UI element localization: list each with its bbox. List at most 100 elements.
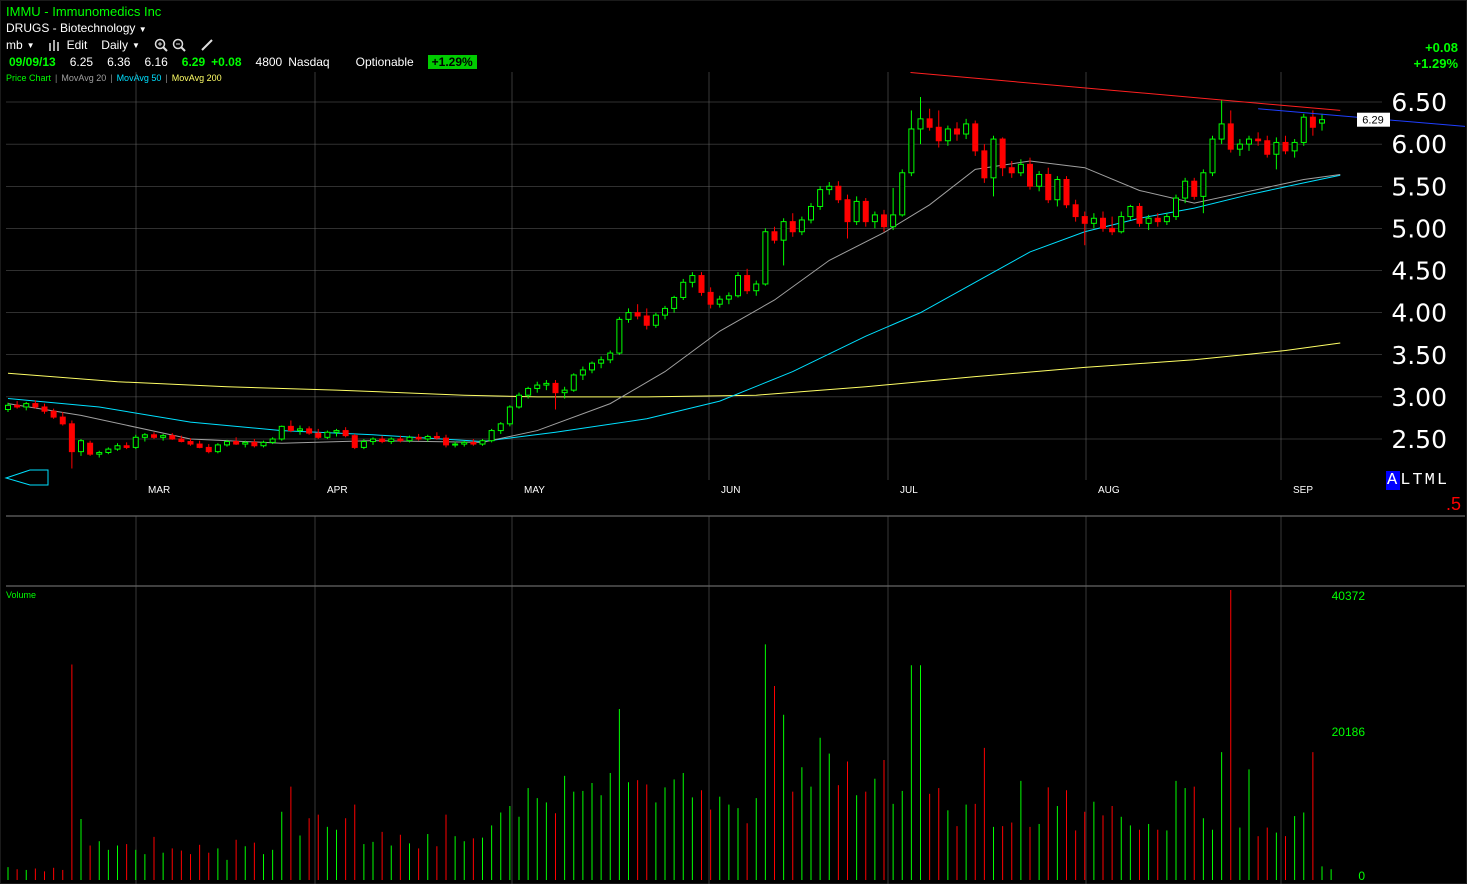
candle-up <box>1036 173 1043 187</box>
candle-down <box>470 441 477 445</box>
candle-down <box>1045 173 1052 201</box>
panel-button-l2[interactable]: L <box>1436 471 1450 490</box>
candle-up <box>616 318 623 354</box>
candle-down <box>844 199 851 223</box>
candle-down <box>1072 204 1079 218</box>
price-tick-label: 4.00 <box>1391 299 1447 328</box>
candle-up <box>160 435 167 438</box>
candle-up <box>1319 119 1325 124</box>
candle-up <box>1017 163 1024 174</box>
zoom-in-button[interactable] <box>154 38 168 52</box>
candle-up <box>96 451 103 455</box>
candle-up <box>753 283 760 292</box>
industry-label: DRUGS - Biotechnology <box>6 21 136 35</box>
candle-down <box>1309 116 1316 128</box>
candle-up <box>652 314 659 326</box>
panel-button-m[interactable]: M <box>1424 471 1437 490</box>
candle-up <box>1054 179 1061 201</box>
ma50-line <box>7 174 1341 443</box>
pencil-icon <box>201 39 213 51</box>
candle-up <box>625 312 632 320</box>
quote-volume: 4800 <box>255 55 283 69</box>
candle-down <box>999 138 1006 169</box>
period-selector[interactable]: Daily ▼ <box>101 38 140 52</box>
candle-down <box>744 275 751 292</box>
candle-up <box>23 403 30 408</box>
ma20-line <box>7 160 1341 444</box>
legend-ma200[interactable]: MovAvg 200 <box>171 73 222 83</box>
candle-down <box>196 443 203 448</box>
legend-price-chart[interactable]: Price Chart <box>6 73 52 83</box>
candle-up <box>333 430 340 433</box>
candle-up <box>817 189 824 207</box>
chevron-down-icon: ▼ <box>131 40 140 50</box>
bar-chart-icon <box>48 40 59 51</box>
month-label: APR <box>327 485 348 496</box>
candle-down <box>14 404 21 408</box>
panel-button-t[interactable]: T <box>1412 471 1425 490</box>
candle-down <box>1191 180 1198 197</box>
panel-button-l[interactable]: L <box>1400 471 1413 490</box>
candle-down <box>643 315 650 326</box>
quote-low: 6.16 <box>144 55 168 69</box>
candle-down <box>1081 216 1088 224</box>
candle-up <box>671 296 678 309</box>
candle-up <box>1182 180 1189 199</box>
candle-up <box>579 369 586 376</box>
candle-up <box>516 394 522 408</box>
candle-down <box>178 438 185 443</box>
user-menu[interactable]: mb ▼ <box>6 38 35 52</box>
panel-button-a[interactable]: A <box>1386 471 1401 490</box>
candle-up <box>78 440 84 453</box>
candle-up <box>890 214 897 228</box>
candle-up <box>899 172 906 216</box>
legend-ma50[interactable]: MovAvg 50 <box>116 73 162 83</box>
user-label: mb <box>6 38 23 52</box>
candle-up <box>105 448 112 453</box>
candle-up <box>808 205 814 221</box>
quote-close: 6.29 <box>181 55 206 69</box>
industry-selector[interactable]: DRUGS - Biotechnology ▼ <box>6 21 147 35</box>
edit-button[interactable]: Edit <box>48 38 87 52</box>
candle-up <box>944 128 951 142</box>
candle-down <box>634 312 641 317</box>
candle-up <box>725 295 732 300</box>
zoom-out-button[interactable] <box>172 38 186 52</box>
candle-up <box>260 441 267 447</box>
quote-line: 09/09/13 6.25 6.36 6.16 6.29 +0.08 4800 … <box>9 55 477 69</box>
candle-up <box>543 382 550 386</box>
candle-down <box>862 200 869 223</box>
chevron-down-icon[interactable]: ▼ <box>138 25 147 34</box>
candle-down <box>32 403 39 408</box>
candle-down <box>1100 217 1106 229</box>
candle-down <box>1154 217 1161 223</box>
candle-down <box>552 382 559 394</box>
candle-down <box>935 126 942 142</box>
price-tick-label: 3.50 <box>1391 341 1447 370</box>
last-price-label: 6.29 <box>1362 115 1383 127</box>
candle-up <box>1118 216 1125 233</box>
draw-tool-button[interactable] <box>200 38 214 52</box>
candle-down <box>1282 141 1289 152</box>
candle-up <box>826 185 833 191</box>
volume-tick-label: 20186 <box>1332 725 1366 739</box>
candle-down <box>169 435 176 440</box>
candle-down <box>443 437 449 446</box>
symbol-title[interactable]: IMMU - Immunomedics Inc <box>6 4 162 19</box>
period-label: Daily <box>101 38 128 52</box>
candle-up <box>1200 172 1207 197</box>
volume-tick-label: 40372 <box>1332 589 1366 603</box>
candle-down <box>342 430 349 437</box>
candle-up <box>607 352 614 361</box>
quote-open: 6.25 <box>69 55 94 69</box>
quote-high: 6.36 <box>107 55 131 69</box>
candle-down <box>433 435 440 439</box>
candle-up <box>141 434 148 438</box>
legend-ma20[interactable]: MovAvg 20 <box>61 73 107 83</box>
candle-down <box>287 425 294 432</box>
candle-up <box>1173 197 1179 218</box>
candle-up <box>278 425 285 440</box>
candle-up <box>1163 216 1170 223</box>
candle-down <box>926 118 933 128</box>
